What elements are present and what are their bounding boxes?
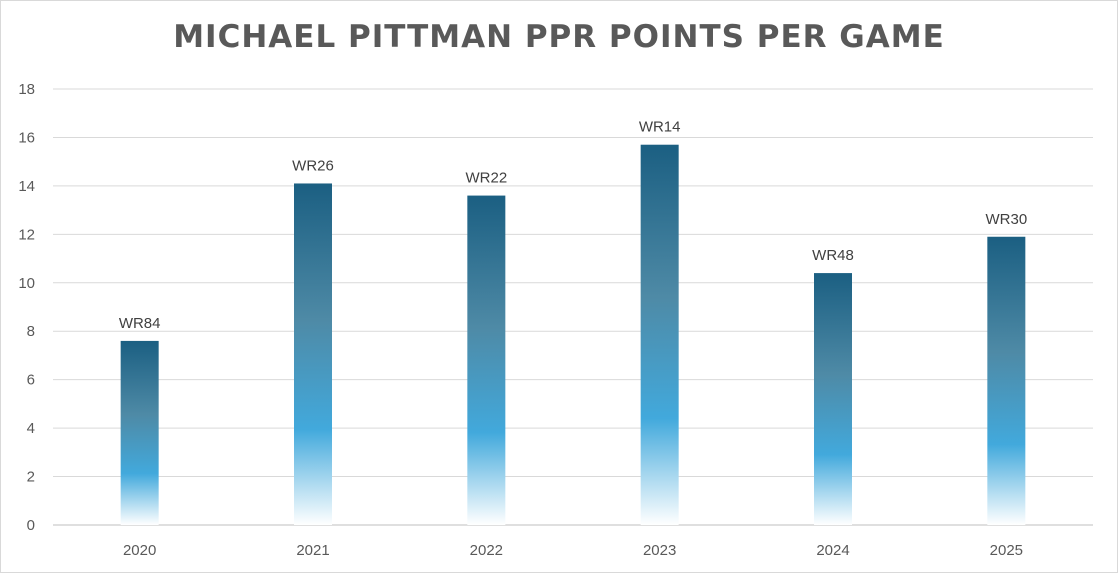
bar-2022: [467, 195, 506, 526]
data-label: WR84: [119, 315, 161, 332]
x-tick-label: 2021: [296, 542, 329, 559]
data-label: WR22: [465, 170, 507, 187]
x-tick-label: 2022: [470, 542, 503, 559]
y-tick-label: 4: [27, 420, 35, 437]
x-tick-label: 2023: [643, 542, 676, 559]
y-tick-label: 18: [18, 81, 35, 98]
data-label: WR48: [812, 247, 854, 264]
data-label: WR30: [985, 211, 1027, 228]
y-tick-label: 12: [18, 226, 35, 243]
y-tick-label: 14: [18, 178, 35, 195]
y-tick-label: 2: [27, 469, 35, 486]
x-tick-label: 2024: [816, 542, 849, 559]
y-tick-label: 6: [27, 372, 35, 389]
bar-2023: [640, 144, 679, 525]
bar-2020: [120, 340, 159, 525]
y-tick-label: 0: [27, 517, 35, 534]
y-tick-label: 10: [18, 275, 35, 292]
data-label: WR14: [639, 119, 681, 136]
data-label: WR26: [292, 157, 334, 174]
y-tick-label: 16: [18, 129, 35, 146]
bar-2024: [814, 273, 852, 525]
x-tick-label: 2020: [123, 542, 156, 559]
y-tick-label: 8: [27, 323, 35, 340]
bar-2025: [987, 236, 1026, 525]
bar-2021: [294, 183, 332, 525]
chart-title: MICHAEL PITTMAN PPR POINTS PER GAME: [173, 19, 945, 55]
x-tick-label: 2025: [990, 542, 1023, 559]
